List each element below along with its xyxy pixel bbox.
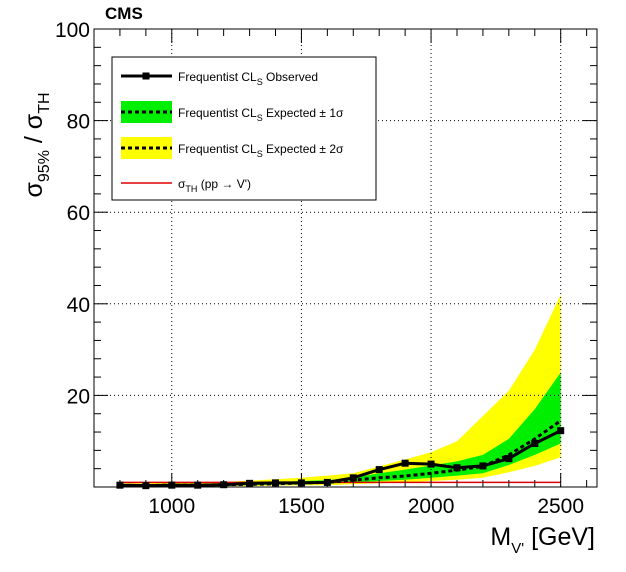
- observed-point-1800: [375, 466, 383, 474]
- observed-point-1900: [401, 459, 409, 467]
- x-tick-label-2000: 2000: [408, 495, 455, 518]
- expected-2sigma-area: [119, 294, 561, 487]
- plot-frame: [93, 28, 598, 488]
- legend-observed-label: Frequentist CLS Observed: [178, 70, 318, 87]
- observed-point-2200: [479, 462, 487, 470]
- chart-title: CMS: [105, 4, 143, 23]
- y-tick-label-80: 80: [67, 111, 90, 134]
- x-tick-label-2500: 2500: [537, 495, 584, 518]
- y-tick-label-100: 100: [55, 19, 90, 42]
- observed-point-2400: [531, 439, 539, 447]
- y-tick-label-40: 40: [67, 294, 90, 317]
- observed-point-2000: [427, 460, 435, 468]
- x-tick-label-1000: 1000: [148, 495, 195, 518]
- legend-item-expected-1sigma: Frequentist CLS Expected ± 1σ: [121, 101, 344, 123]
- y-tick-label-20: 20: [67, 385, 90, 408]
- observed-series-line: [119, 429, 562, 488]
- legend-item-observed: Frequentist CLS Observed: [121, 70, 318, 87]
- observed-point-2300: [505, 455, 513, 463]
- legend-observed-marker: [142, 72, 150, 80]
- legend-2sigma-label: Frequentist CLS Expected ± 2σ: [178, 142, 344, 159]
- observed-point-1700: [349, 474, 357, 482]
- legend-box: [111, 56, 377, 201]
- legend-theory-label: σTH (pp → V'): [178, 177, 251, 194]
- legend-item-expected-2sigma: Frequentist CLS Expected ± 2σ: [121, 137, 344, 159]
- x-tick-label-1500: 1500: [278, 495, 325, 518]
- legend-1sigma-label: Frequentist CLS Expected ± 1σ: [178, 106, 344, 123]
- y-axis-title: σ95% / σTH: [20, 92, 53, 197]
- observed-point-2500: [557, 427, 565, 435]
- y-tick-label-60: 60: [67, 202, 90, 225]
- legend-1sigma-swatch: [121, 101, 172, 123]
- plot-border: [93, 28, 598, 488]
- expected-2sigma-band: [119, 294, 561, 487]
- x-axis-title: MV' [GeV]: [490, 523, 595, 557]
- axis-ticks: 1000 1500 2000 2500 20 40 60 80 100: [55, 19, 597, 518]
- legend: Frequentist CLS Observed Frequentist CLS…: [111, 56, 377, 201]
- legend-item-theory: σTH (pp → V'): [121, 177, 251, 194]
- legend-2sigma-swatch: [121, 137, 172, 159]
- observed-point-2100: [453, 464, 461, 472]
